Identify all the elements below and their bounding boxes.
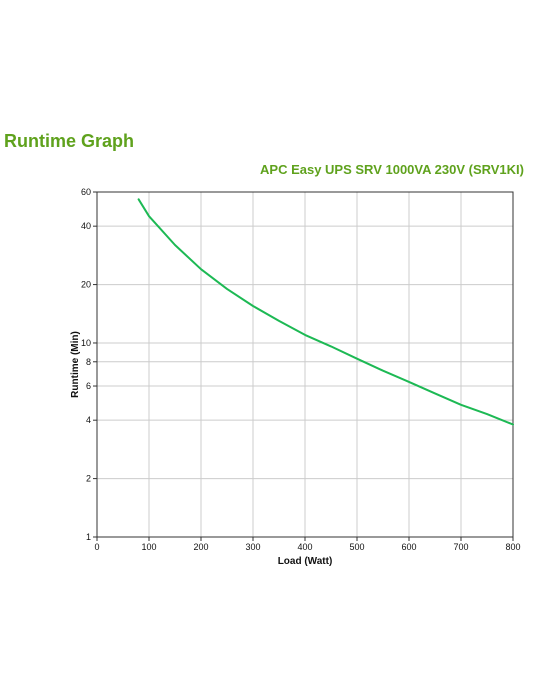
x-tick-label: 100 bbox=[141, 542, 156, 552]
y-tick-label: 2 bbox=[86, 474, 91, 484]
chart-title: APC Easy UPS SRV 1000VA 230V (SRV1KI) bbox=[260, 162, 524, 177]
page-title: Runtime Graph bbox=[4, 131, 135, 151]
y-axis-label: Runtime (Min) bbox=[70, 331, 81, 398]
x-tick-label: 500 bbox=[349, 542, 364, 552]
y-tick-label: 20 bbox=[81, 280, 91, 290]
y-tick-label: 6 bbox=[86, 381, 91, 391]
y-tick-label: 60 bbox=[81, 187, 91, 197]
chart-grid bbox=[96, 191, 514, 538]
y-tick-label: 10 bbox=[81, 338, 91, 348]
y-axis-ticks: 1 2 4 6 8 10 20 40 60 bbox=[81, 187, 97, 542]
x-tick-label: 800 bbox=[505, 542, 520, 552]
x-tick-label: 200 bbox=[193, 542, 208, 552]
x-axis-ticks: 0 100 200 300 400 500 600 700 800 bbox=[94, 537, 521, 552]
x-axis-label: Load (Watt) bbox=[278, 556, 333, 567]
plot-frame bbox=[96, 191, 514, 538]
series-line bbox=[137, 198, 514, 426]
y-tick-label: 8 bbox=[86, 357, 91, 367]
y-tick-label: 4 bbox=[86, 415, 91, 425]
x-tick-label: 0 bbox=[94, 542, 99, 552]
x-tick-label: 600 bbox=[401, 542, 416, 552]
y-tick-label: 40 bbox=[81, 221, 91, 231]
x-tick-label: 700 bbox=[453, 542, 468, 552]
chart-series bbox=[137, 198, 514, 426]
x-tick-label: 400 bbox=[297, 542, 312, 552]
y-tick-label: 1 bbox=[86, 532, 91, 542]
x-tick-label: 300 bbox=[245, 542, 260, 552]
